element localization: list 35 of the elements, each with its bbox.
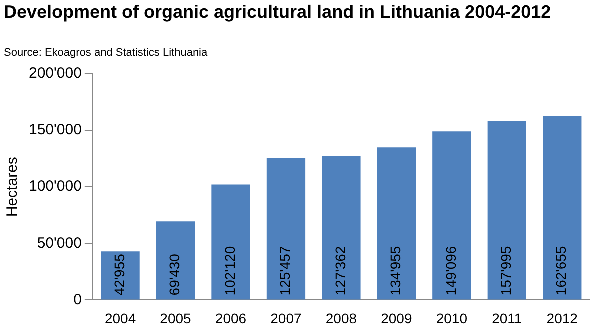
source-note: Source: Ekoagros and Statistics Lithuania: [4, 47, 208, 59]
y-tick-label: 0: [74, 291, 82, 308]
data-label: 149'096: [442, 246, 459, 296]
x-tick-label: 2006: [215, 310, 247, 326]
data-label: 134'955: [388, 246, 404, 296]
data-label: 162'655: [553, 246, 570, 296]
bar: [488, 122, 526, 300]
data-label: 125'457: [277, 246, 294, 296]
x-tick-label: 2004: [104, 310, 136, 326]
bar: [101, 252, 140, 300]
data-label: 157'995: [498, 246, 514, 296]
y-tick-label: 50'000: [37, 234, 82, 252]
data-label: 42'955: [111, 254, 128, 296]
chart-title: Development of organic agricultural land in Lithuania 2004-2012: [4, 2, 552, 23]
bar: [266, 158, 306, 300]
data-label: 69'430: [166, 254, 183, 296]
y-tick-label: 200'000: [28, 65, 82, 82]
y-tick-label: 100'000: [28, 178, 82, 196]
bar: [377, 148, 416, 300]
y-axis-title: Hectares: [4, 157, 22, 218]
x-tick-label: 2012: [546, 310, 578, 326]
bar: [156, 222, 196, 300]
x-tick-label: 2009: [381, 310, 412, 326]
bar: [543, 116, 582, 300]
data-label: 102'120: [222, 246, 238, 296]
data-label: 127'362: [332, 246, 348, 296]
bar: [432, 132, 472, 300]
x-tick-label: 2005: [160, 310, 192, 326]
bar: [322, 156, 361, 300]
x-tick-label: 2011: [492, 310, 522, 326]
x-tick-label: 2008: [326, 310, 358, 326]
bar: [212, 184, 250, 300]
y-tick-label: 150'000: [28, 122, 82, 139]
x-tick-label: 2010: [436, 310, 468, 326]
x-tick-label: 2007: [270, 310, 302, 326]
